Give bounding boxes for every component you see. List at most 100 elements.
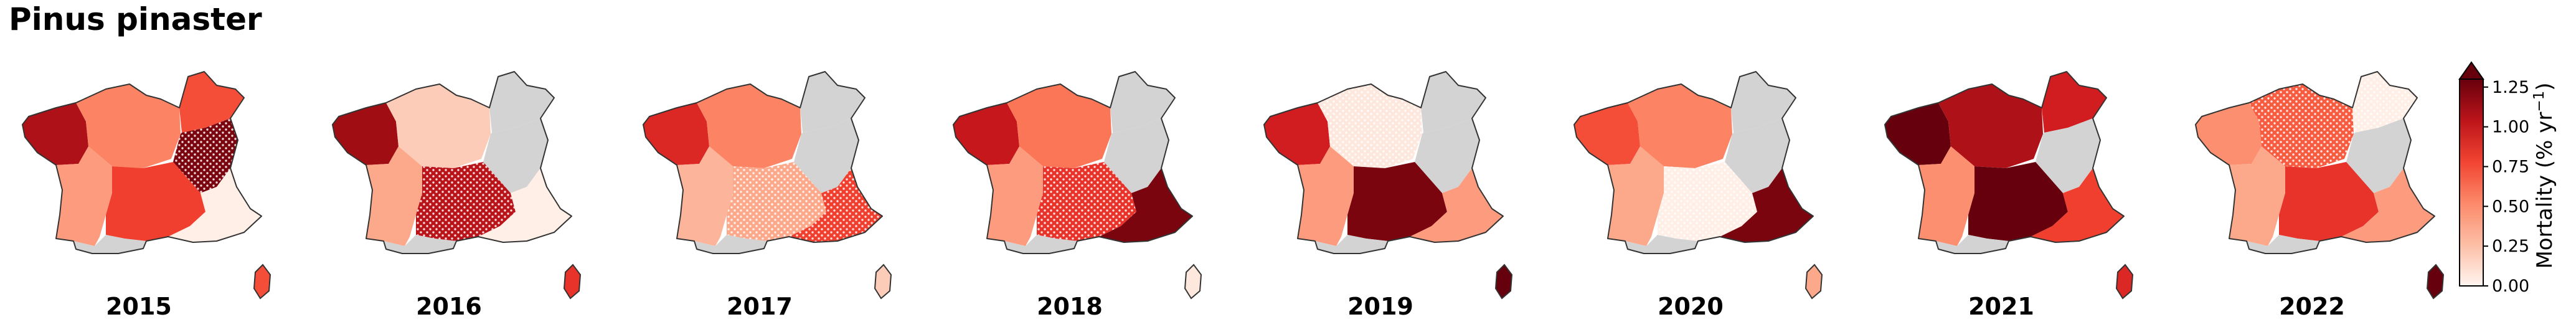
region-n-hatch [2249, 84, 2354, 168]
region-c-hatch [727, 162, 826, 241]
country-outline [332, 71, 572, 254]
region-ne [1421, 72, 1486, 133]
region-sw [987, 146, 1043, 246]
region-sw [1918, 146, 1974, 246]
region-n [76, 84, 181, 168]
country-outline [1884, 71, 2125, 254]
region-co [2427, 265, 2443, 298]
region-se-hatch [789, 168, 882, 242]
corsica-outline [1494, 263, 1513, 300]
year-label-2019: 2019 [1347, 293, 1413, 320]
region-co [875, 265, 891, 298]
year-label-2015: 2015 [106, 293, 172, 320]
region-sw [366, 146, 422, 246]
colorbar-tick-label: 1.00 [2492, 118, 2529, 137]
year-label-2022: 2022 [2279, 293, 2345, 320]
colorbar-tick-label: 1.25 [2492, 78, 2529, 97]
map-panel-2017: 2017 [643, 71, 892, 320]
colorbar-ticks: 0.00 0.25 0.50 0.75 1.00 1.25 [2483, 78, 2529, 296]
region-sw [677, 146, 733, 246]
region-pyrenees [2247, 235, 2319, 254]
region-pyrenees [1936, 235, 2009, 254]
region-e [1415, 118, 1479, 193]
corsica-outline [1805, 263, 1823, 300]
country-outline [2195, 71, 2435, 254]
colorbar-gradient [2459, 78, 2484, 287]
region-n [1628, 84, 1732, 168]
map-panel-2015: 2015 [22, 71, 271, 320]
region-nw [643, 103, 709, 165]
country-outline [1263, 71, 1504, 254]
region-co [1806, 265, 1822, 298]
maps-layer: 2015 2016 2017 2018 2019 2020 2021 2022 [22, 71, 2445, 320]
region-co [1185, 265, 1201, 298]
map-panel-2019: 2019 [1263, 71, 1513, 320]
region-se [168, 168, 262, 242]
region-ne [2042, 72, 2107, 133]
region-sw [2229, 146, 2285, 246]
region-sw [56, 146, 112, 246]
map-panel-2022: 2022 [2195, 71, 2445, 320]
region-n [386, 84, 491, 168]
map-panel-2021: 2021 [1884, 71, 2134, 320]
region-pyrenees [1315, 235, 1388, 254]
colorbar-label: Mortality (% yr−1) [2531, 82, 2557, 268]
colorbar: 0.00 0.25 0.50 0.75 1.00 1.25 Mortality (% yr… [2458, 61, 2557, 296]
region-sw [1608, 146, 1664, 246]
region-se [2341, 168, 2435, 242]
region-e [2036, 118, 2100, 193]
region-pyrenees [694, 235, 767, 254]
region-pyrenees [73, 235, 146, 254]
colorbar-tick-label: 0.25 [2492, 237, 2529, 256]
region-se [1099, 168, 1192, 242]
region-c [2279, 162, 2379, 241]
colorbar-label-text: Mortality (% yr [2532, 112, 2557, 269]
region-co [564, 265, 580, 298]
region-c-hatch [1658, 162, 1757, 241]
region-ne [800, 72, 865, 133]
region-pyrenees [384, 235, 456, 254]
country-outline [953, 71, 1193, 254]
colorbar-label-suffix: ) [2532, 82, 2557, 90]
region-nw [22, 103, 88, 165]
colorbar-tick-label: 0.00 [2492, 277, 2529, 296]
corsica-outline [253, 263, 271, 300]
region-c [1968, 162, 2068, 241]
region-se [2031, 168, 2124, 242]
region-e-hatch [173, 118, 238, 193]
region-e [1104, 118, 1169, 193]
year-label-2021: 2021 [1968, 293, 2034, 320]
region-sw [1298, 146, 1354, 246]
region-co [1496, 265, 1512, 298]
region-e [794, 118, 859, 193]
region-nw [953, 103, 1019, 165]
region-ne [179, 72, 244, 133]
region-c [106, 162, 205, 241]
map-panel-2018: 2018 [953, 71, 1202, 320]
region-e [483, 118, 548, 193]
region-n [1007, 84, 1111, 168]
region-ne-hatch [2352, 72, 2417, 133]
region-se [1720, 168, 1813, 242]
country-outline [643, 71, 883, 254]
map-panel-2016: 2016 [332, 71, 582, 320]
region-c [1347, 162, 1447, 241]
corsica-outline [563, 263, 582, 300]
region-nw [2196, 103, 2262, 165]
year-label-2018: 2018 [1037, 293, 1103, 320]
region-se [478, 168, 572, 242]
colorbar-tick-label: 0.50 [2492, 197, 2529, 216]
region-co [254, 265, 270, 298]
region-e [2346, 118, 2411, 193]
region-pyrenees [1004, 235, 1077, 254]
country-outline [22, 71, 262, 254]
region-pyrenees [1625, 235, 1698, 254]
region-c-hatch [1037, 162, 1136, 241]
region-n [697, 84, 801, 168]
region-ne [1110, 72, 1175, 133]
region-ne [489, 72, 554, 133]
region-co [2116, 265, 2133, 298]
colorbar-label-exponent: −1 [2531, 91, 2547, 112]
region-c-hatch [416, 162, 516, 241]
